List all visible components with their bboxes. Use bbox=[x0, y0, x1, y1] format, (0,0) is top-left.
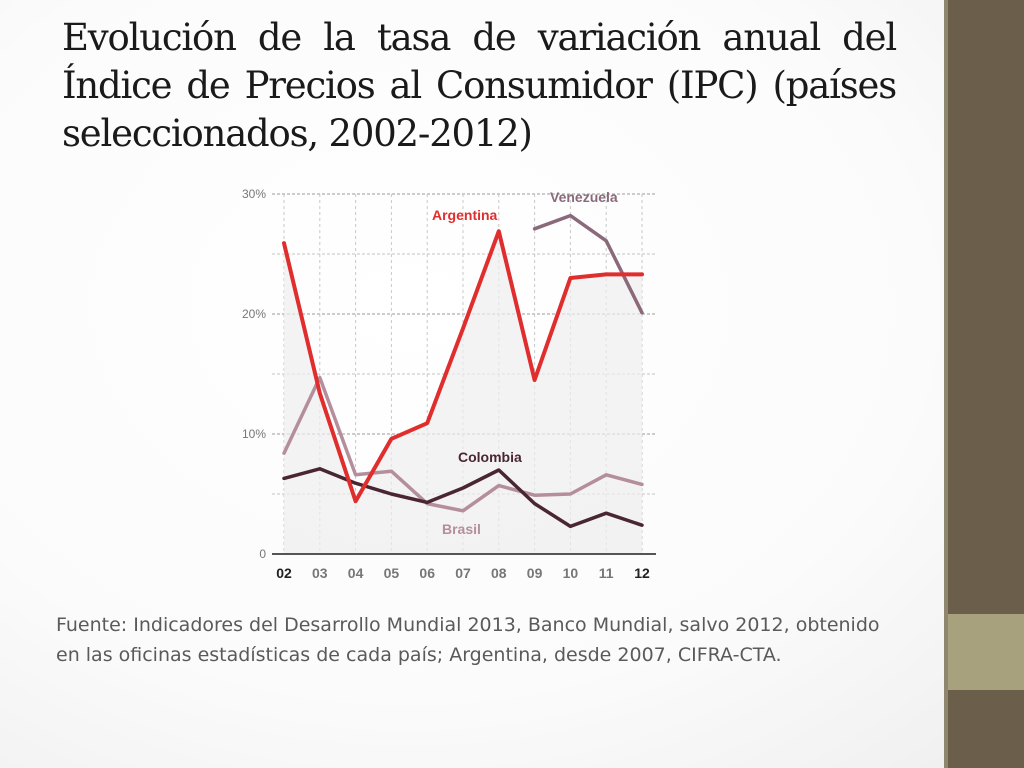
data-point-brasil bbox=[318, 376, 321, 379]
cpi-line-chart: 30% 20% 10% 0 02 03 04 05 06 07 08 09 10 11 12 Venezue… bbox=[242, 187, 656, 581]
data-point-venezuela bbox=[605, 239, 608, 242]
data-point-brasil bbox=[605, 473, 608, 476]
data-point-argentina bbox=[605, 273, 608, 276]
x-tick-label: 04 bbox=[348, 565, 364, 581]
data-point-colombia bbox=[354, 482, 357, 485]
slide-title: Evolución de la tasa de variación anual … bbox=[62, 16, 897, 155]
source-note: Fuente: Indicadores del Desarrollo Mundi… bbox=[56, 614, 880, 666]
data-point-brasil bbox=[497, 484, 500, 487]
data-point-argentina bbox=[318, 392, 321, 395]
data-point-argentina bbox=[533, 378, 536, 382]
chart-grid bbox=[272, 193, 656, 555]
chart-labels: Venezuela Argentina Colombia Brasil bbox=[432, 189, 618, 537]
data-point-colombia bbox=[318, 467, 321, 470]
data-point-brasil bbox=[282, 452, 286, 455]
x-tick-label: 10 bbox=[563, 565, 579, 581]
chart-series bbox=[282, 213, 644, 529]
data-point-venezuela bbox=[640, 311, 644, 314]
data-point-brasil bbox=[390, 470, 393, 473]
chart-axes: 30% 20% 10% 0 02 03 04 05 06 07 08 09 10 11 12 bbox=[242, 187, 656, 581]
data-point-colombia bbox=[390, 492, 393, 496]
data-point-colombia bbox=[640, 524, 644, 527]
series-label-colombia: Colombia bbox=[458, 449, 522, 465]
data-point-brasil bbox=[569, 492, 572, 496]
data-point-colombia bbox=[497, 468, 500, 472]
data-point-argentina bbox=[354, 500, 357, 503]
data-point-colombia bbox=[605, 512, 608, 515]
x-tick-label: 07 bbox=[455, 565, 471, 581]
data-point-colombia bbox=[461, 486, 465, 490]
series-label-venezuela: Venezuela bbox=[550, 189, 618, 205]
data-point-argentina bbox=[426, 422, 429, 425]
y-tick-label: 10% bbox=[242, 427, 266, 441]
x-tick-label: 06 bbox=[419, 565, 435, 581]
side-accent-decoration bbox=[948, 614, 1024, 690]
data-point-argentina bbox=[461, 327, 465, 330]
data-point-brasil bbox=[533, 494, 536, 497]
x-tick-label: 12 bbox=[634, 565, 650, 581]
y-tick-label: 20% bbox=[242, 307, 266, 321]
data-point-argentina bbox=[282, 242, 286, 245]
data-point-colombia bbox=[533, 502, 536, 505]
x-tick-label: 08 bbox=[491, 565, 507, 581]
series-label-brasil: Brasil bbox=[442, 521, 481, 537]
data-point-venezuela bbox=[569, 214, 572, 217]
data-point-argentina bbox=[497, 230, 500, 233]
y-tick-label: 30% bbox=[242, 187, 266, 201]
x-tick-label: 09 bbox=[527, 565, 543, 581]
series-label-argentina: Argentina bbox=[432, 207, 498, 223]
x-tick-label: 02 bbox=[276, 565, 292, 581]
x-tick-label: 03 bbox=[312, 565, 328, 581]
data-point-brasil bbox=[640, 483, 644, 486]
series-line-venezuela bbox=[532, 213, 644, 315]
data-point-colombia bbox=[426, 501, 429, 504]
data-point-brasil bbox=[354, 473, 357, 476]
data-point-argentina bbox=[390, 437, 393, 440]
x-tick-label: 11 bbox=[599, 565, 614, 581]
side-edge-decoration bbox=[944, 0, 948, 768]
x-tick-label: 05 bbox=[384, 565, 400, 581]
data-point-venezuela bbox=[533, 227, 536, 230]
data-point-argentina bbox=[569, 276, 572, 280]
data-point-colombia bbox=[569, 525, 572, 528]
data-point-colombia bbox=[282, 477, 286, 480]
y-tick-label: 0 bbox=[259, 547, 266, 561]
data-point-argentina bbox=[640, 273, 644, 276]
data-point-brasil bbox=[461, 509, 465, 512]
